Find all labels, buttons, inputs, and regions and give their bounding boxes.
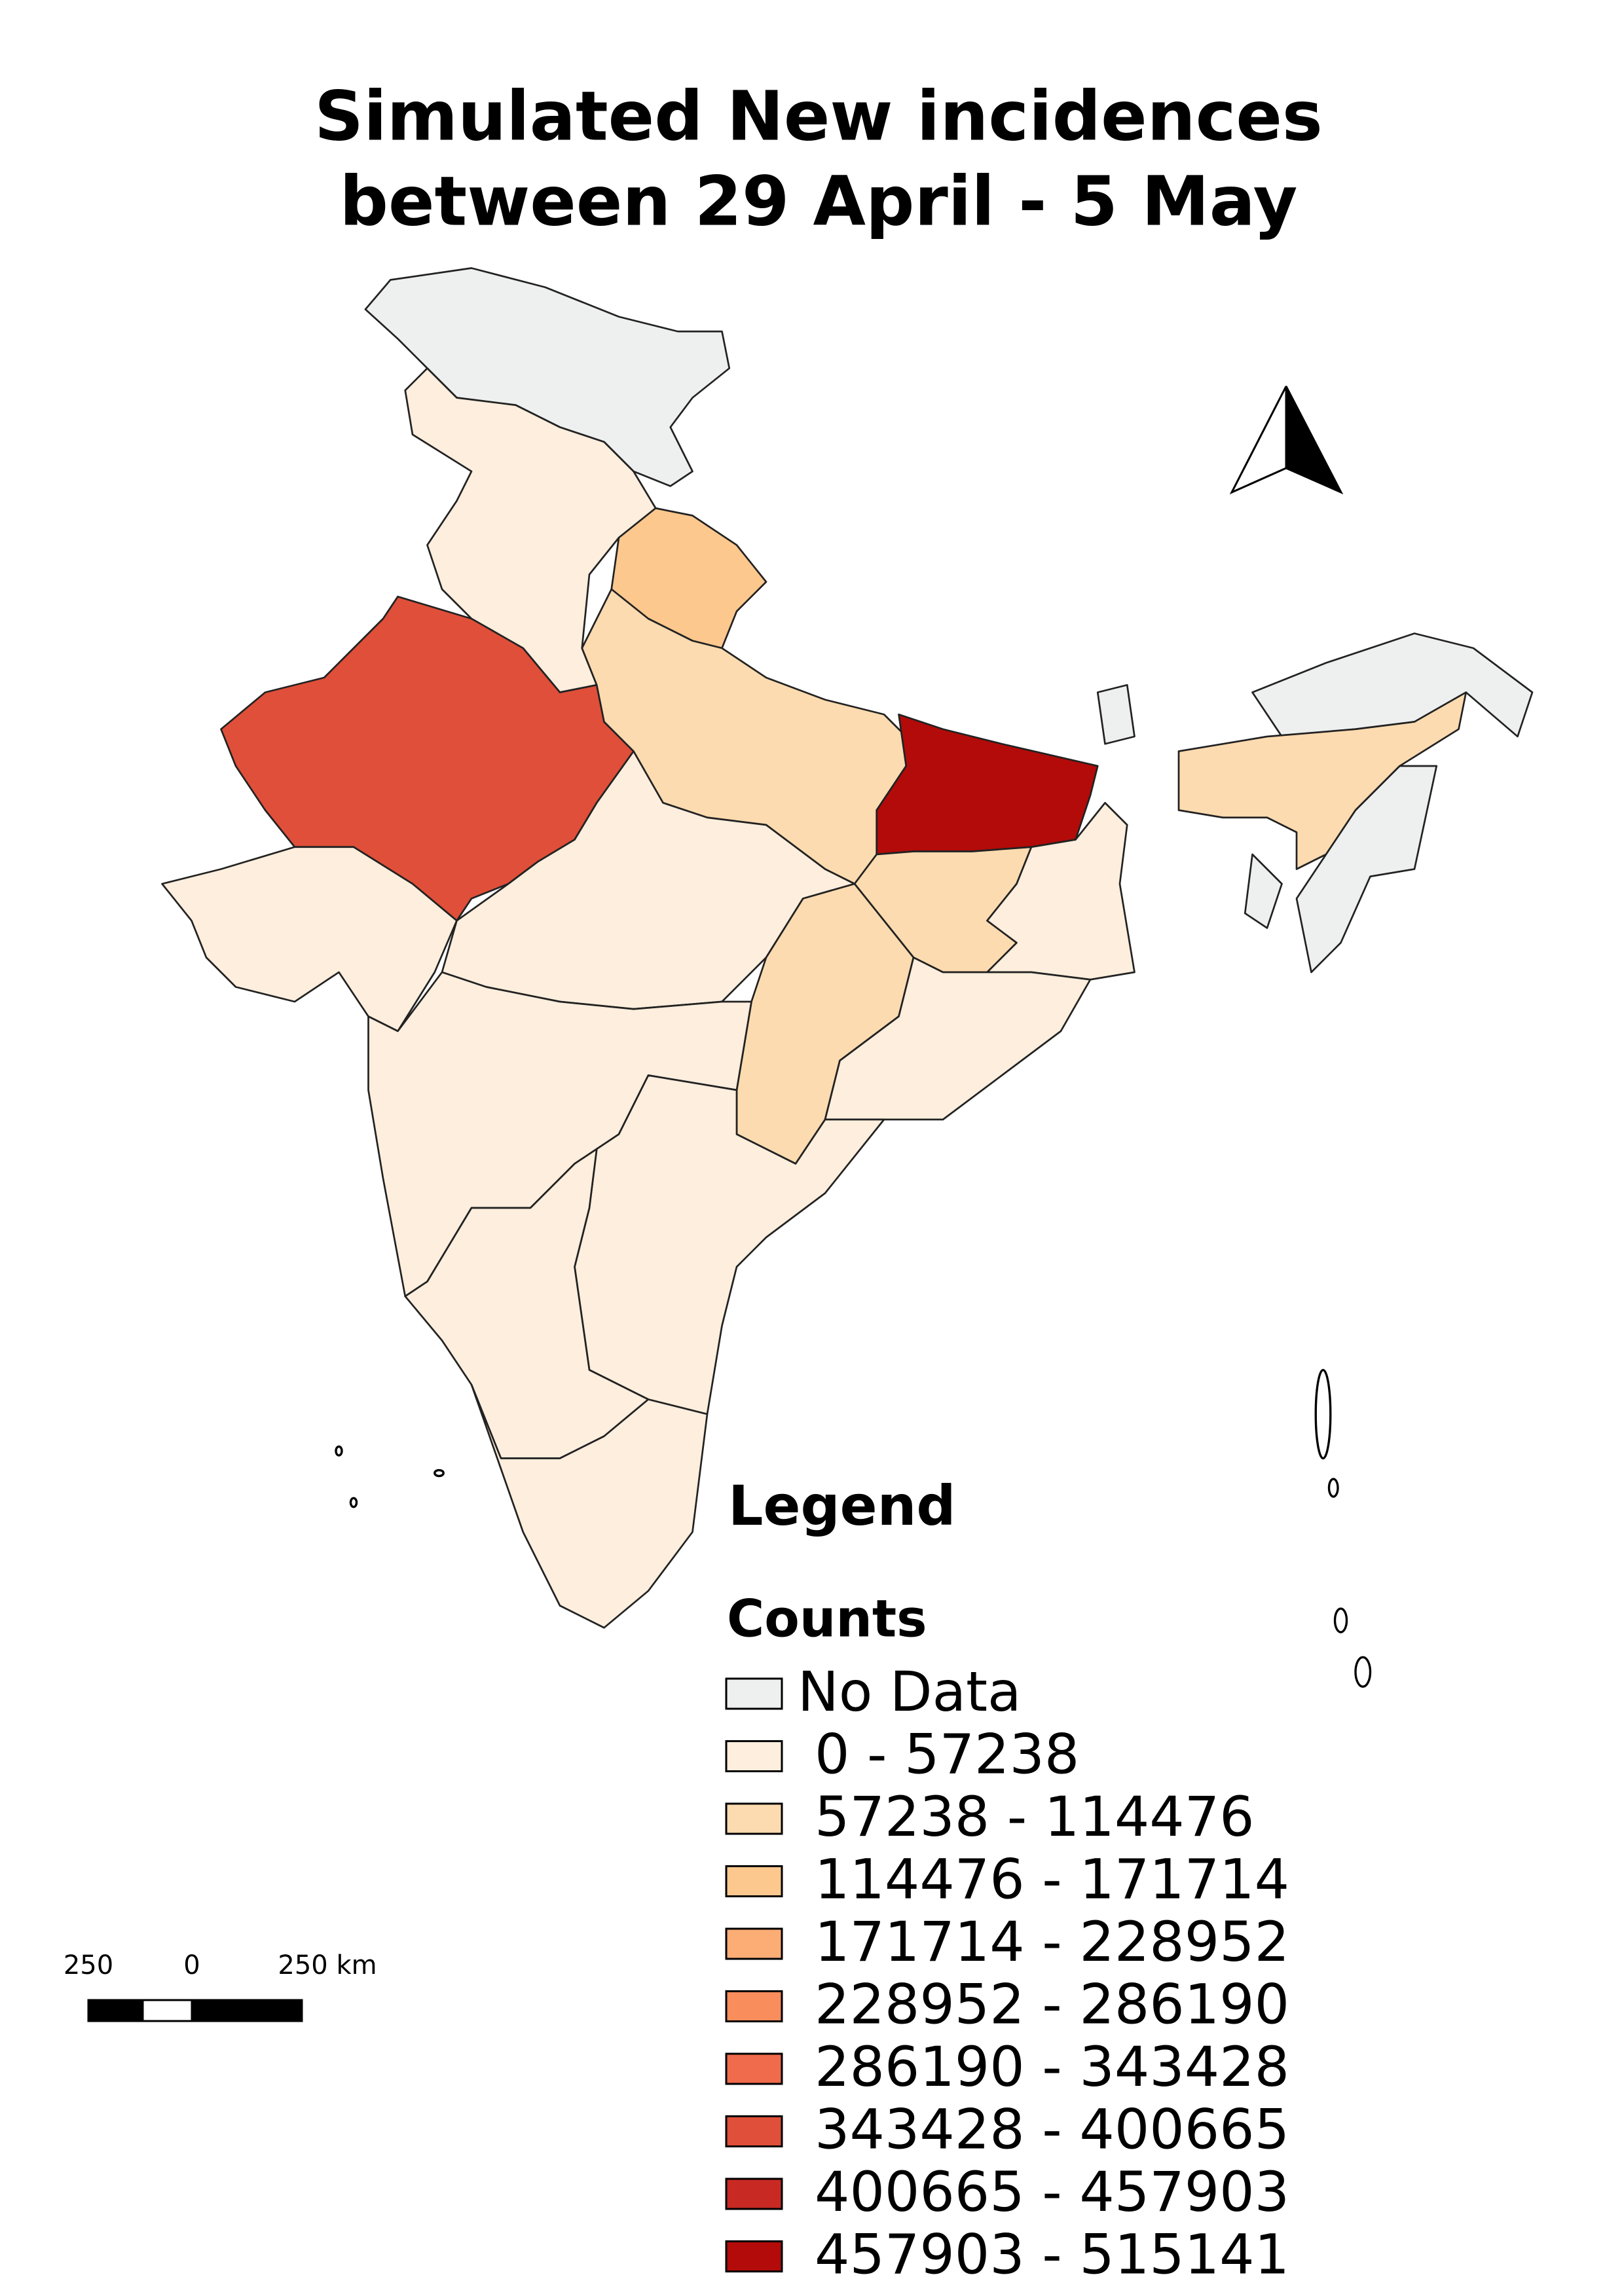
legend-heading: Legend	[728, 1474, 956, 1538]
north-arrow	[1229, 386, 1344, 495]
legend-swatch	[725, 1865, 783, 1897]
legend-swatch	[725, 1990, 783, 2022]
legend-swatch	[725, 1740, 783, 1772]
legend-swatch	[725, 2178, 783, 2210]
region	[220, 595, 635, 922]
legend-label: 171714 - 228952	[815, 1910, 1289, 1974]
region	[1244, 853, 1283, 929]
title-line: Simulated New incidences	[314, 76, 1323, 156]
region	[1096, 683, 1135, 745]
legend-label: 400665 - 457903	[815, 2160, 1289, 2224]
legend-swatch	[725, 1677, 783, 1710]
scale-label: 250 km	[278, 1950, 377, 1980]
islands	[335, 1368, 1372, 1688]
scale-bar: 250 0 250 km	[64, 1950, 377, 2022]
legend-label: 228952 - 286190	[815, 1972, 1289, 2036]
legend-swatch	[725, 1927, 783, 1960]
region	[824, 957, 1092, 1121]
region	[470, 1383, 709, 1629]
legend-swatch	[725, 2052, 783, 2085]
scale-label: 250	[64, 1950, 113, 1980]
legend-swatch	[725, 2115, 783, 2147]
legend-label: 286190 - 343428	[815, 2035, 1289, 2099]
legend-swatch	[725, 1802, 783, 1835]
title-line: between 29 April - 5 May	[340, 161, 1298, 241]
legend-label: 114476 - 171714	[815, 1847, 1289, 1911]
legend-subtitle: Counts	[727, 1590, 927, 1649]
india-map	[161, 267, 1534, 1688]
legend-label: 57238 - 114476	[815, 1785, 1255, 1849]
scale-label: 0	[183, 1950, 200, 1980]
legend-swatch	[725, 2240, 783, 2272]
legend-label: 343428 - 400665	[815, 2097, 1289, 2161]
legend-label: 0 - 57238	[815, 1722, 1079, 1786]
legend-label: 457903 - 515141	[815, 2222, 1289, 2286]
region	[1295, 765, 1438, 974]
legend-label: No Data	[798, 1660, 1022, 1724]
